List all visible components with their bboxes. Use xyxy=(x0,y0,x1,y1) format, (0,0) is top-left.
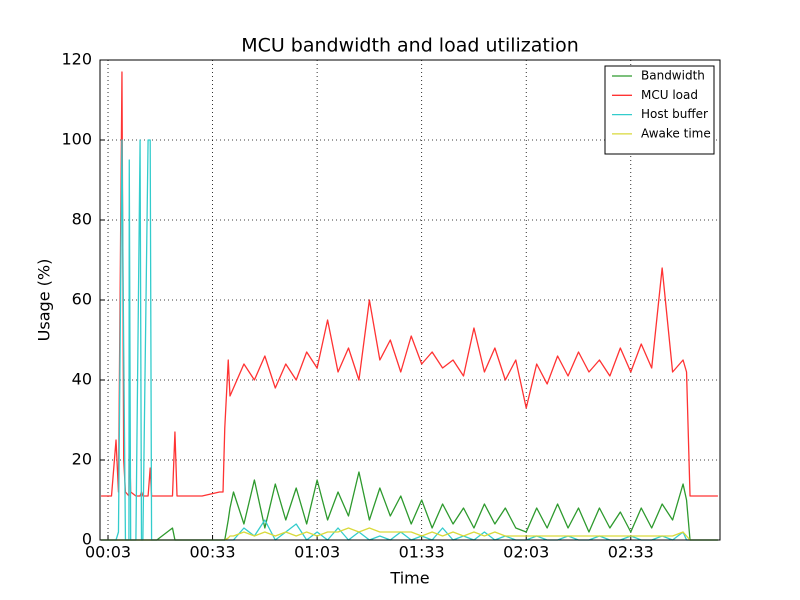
y-tick-label: 40 xyxy=(72,370,92,389)
x-tick-label: 01:03 xyxy=(294,543,340,562)
chart-title: MCU bandwidth and load utilization xyxy=(241,35,579,57)
legend-label: Host buffer xyxy=(641,107,708,121)
legend-label: Awake time xyxy=(641,126,711,140)
x-tick-label: 00:33 xyxy=(190,543,236,562)
legend: Bandwidth MCU load Host buffer Awake time xyxy=(604,65,715,155)
x-axis-label: Time xyxy=(389,569,429,588)
x-tick-label: 01:33 xyxy=(399,543,445,562)
legend-label: MCU load xyxy=(641,88,698,102)
y-tick-label: 0 xyxy=(82,530,92,549)
y-tick-label: 120 xyxy=(61,50,92,69)
y-axis-label: Usage (%) xyxy=(35,259,54,342)
y-tick-label: 100 xyxy=(61,130,92,149)
y-tick-label: 80 xyxy=(72,210,92,229)
x-tick-label: 00:03 xyxy=(85,543,131,562)
plot-frame xyxy=(99,59,721,541)
legend-box xyxy=(604,65,715,155)
x-tick-label: 02:03 xyxy=(503,543,549,562)
y-tick-label: 20 xyxy=(72,450,92,469)
y-tick-label: 60 xyxy=(72,290,92,309)
x-tick-label: 02:33 xyxy=(608,543,654,562)
legend-label: Bandwidth xyxy=(641,69,705,83)
